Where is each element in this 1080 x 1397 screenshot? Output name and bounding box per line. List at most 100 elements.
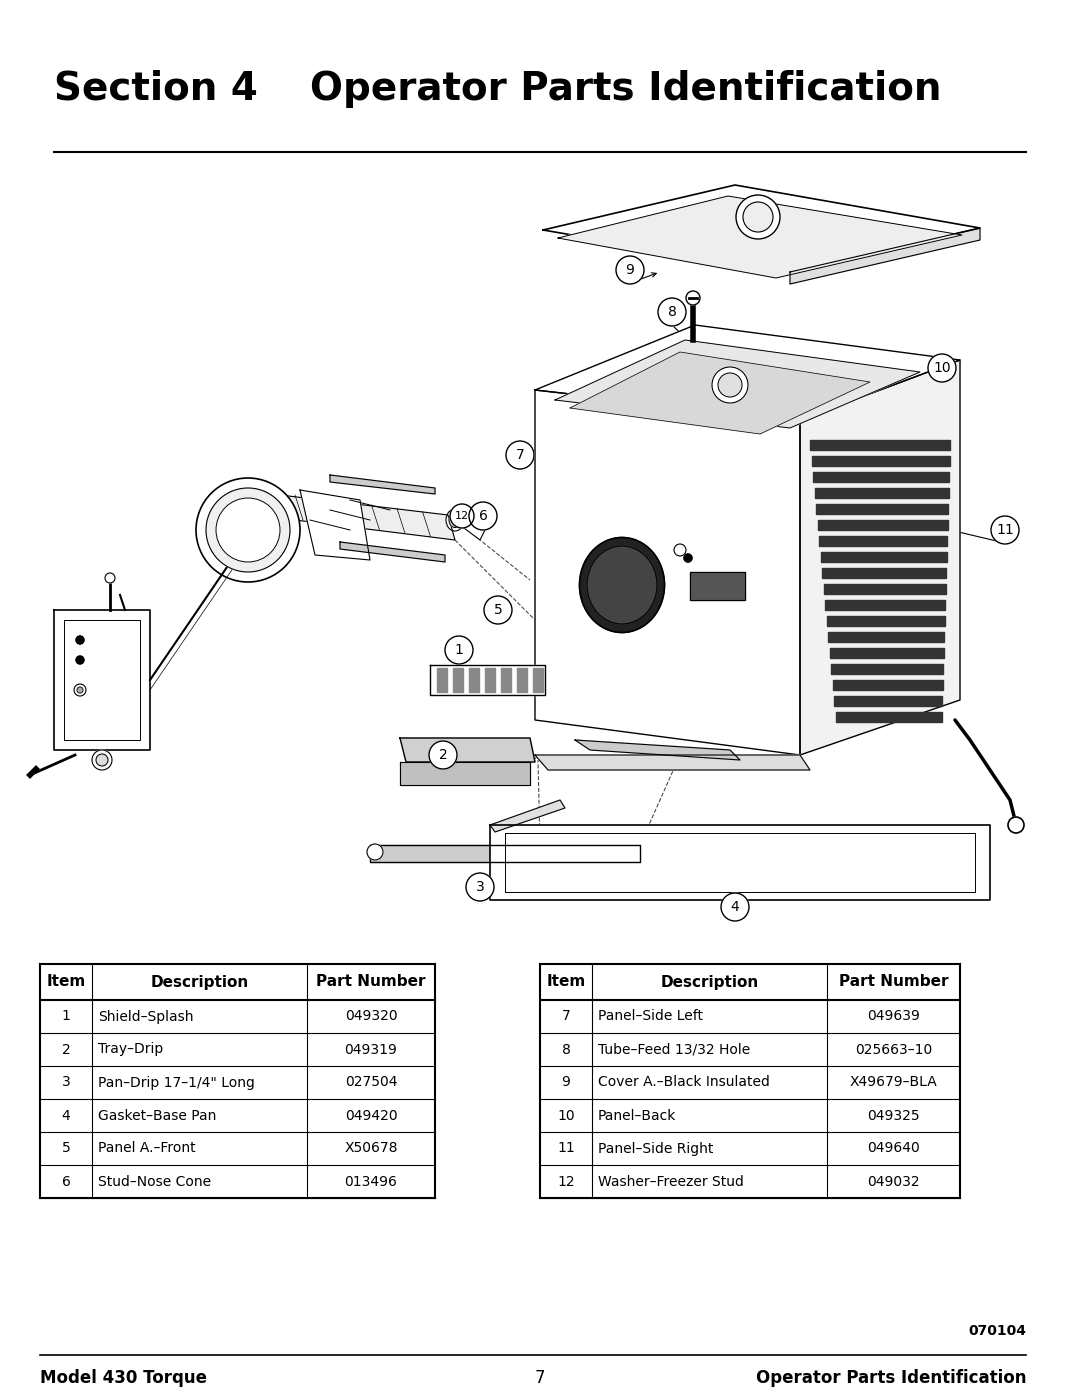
- Polygon shape: [825, 599, 945, 610]
- Text: Panel–Side Right: Panel–Side Right: [598, 1141, 714, 1155]
- Bar: [690, 571, 745, 599]
- Text: 7: 7: [535, 1369, 545, 1387]
- Circle shape: [195, 478, 300, 583]
- Polygon shape: [824, 584, 945, 594]
- Polygon shape: [555, 339, 920, 427]
- Text: Item: Item: [46, 975, 85, 989]
- Polygon shape: [469, 668, 480, 692]
- Polygon shape: [811, 455, 949, 467]
- Polygon shape: [437, 668, 447, 692]
- Text: Washer–Freezer Stud: Washer–Freezer Stud: [598, 1175, 744, 1189]
- Circle shape: [96, 754, 108, 766]
- Text: 013496: 013496: [345, 1175, 397, 1189]
- Text: Tray–Drip: Tray–Drip: [98, 1042, 163, 1056]
- Text: 049319: 049319: [345, 1042, 397, 1056]
- Polygon shape: [535, 326, 960, 420]
- Polygon shape: [517, 668, 527, 692]
- Polygon shape: [370, 845, 640, 862]
- Text: 049420: 049420: [345, 1108, 397, 1123]
- Text: Tube–Feed 13/32 Hole: Tube–Feed 13/32 Hole: [598, 1042, 751, 1056]
- Circle shape: [718, 373, 742, 397]
- Text: Stud–Nose Cone: Stud–Nose Cone: [98, 1175, 211, 1189]
- Text: 9: 9: [625, 263, 634, 277]
- Polygon shape: [813, 472, 949, 482]
- Text: Description: Description: [150, 975, 248, 989]
- Text: Section 4: Section 4: [54, 70, 258, 108]
- Bar: [40, 964, 435, 1199]
- Text: Shield–Splash: Shield–Splash: [98, 1010, 193, 1024]
- Text: 049032: 049032: [867, 1175, 920, 1189]
- Text: Item: Item: [546, 975, 585, 989]
- Circle shape: [686, 291, 700, 305]
- Text: Model 430 Torque: Model 430 Torque: [40, 1369, 207, 1387]
- Polygon shape: [501, 668, 511, 692]
- Polygon shape: [833, 680, 943, 690]
- Polygon shape: [831, 664, 943, 673]
- Text: 3: 3: [62, 1076, 70, 1090]
- Polygon shape: [543, 184, 980, 272]
- Text: Panel–Side Left: Panel–Side Left: [598, 1010, 703, 1024]
- Polygon shape: [826, 616, 945, 626]
- Text: 049639: 049639: [867, 1010, 920, 1024]
- Circle shape: [75, 685, 86, 696]
- Text: 6: 6: [478, 509, 487, 522]
- Circle shape: [735, 196, 780, 239]
- Text: 027504: 027504: [345, 1076, 397, 1090]
- Polygon shape: [534, 668, 543, 692]
- Polygon shape: [836, 712, 942, 722]
- Text: 12: 12: [455, 511, 469, 521]
- Text: 070104: 070104: [968, 1324, 1026, 1338]
- Text: 10: 10: [933, 360, 950, 374]
- Circle shape: [92, 750, 112, 770]
- Text: Description: Description: [660, 975, 758, 989]
- Polygon shape: [300, 490, 370, 560]
- Polygon shape: [490, 826, 990, 900]
- Circle shape: [658, 298, 686, 326]
- Text: 049325: 049325: [867, 1108, 920, 1123]
- Text: 11: 11: [996, 522, 1014, 536]
- Circle shape: [77, 687, 83, 693]
- Polygon shape: [280, 495, 455, 541]
- Text: Cover A.–Black Insulated: Cover A.–Black Insulated: [598, 1076, 770, 1090]
- Text: 049320: 049320: [345, 1010, 397, 1024]
- Circle shape: [507, 441, 534, 469]
- Circle shape: [429, 740, 457, 768]
- Text: 025663–10: 025663–10: [855, 1042, 932, 1056]
- Polygon shape: [828, 631, 944, 643]
- Text: 1: 1: [455, 643, 463, 657]
- Text: Operator Parts Identification: Operator Parts Identification: [310, 70, 942, 108]
- Circle shape: [445, 636, 473, 664]
- Circle shape: [76, 636, 84, 644]
- Circle shape: [712, 367, 748, 402]
- Text: 4: 4: [62, 1108, 70, 1123]
- Ellipse shape: [446, 509, 464, 531]
- Text: Panel–Back: Panel–Back: [598, 1108, 676, 1123]
- Ellipse shape: [449, 513, 461, 528]
- Text: 8: 8: [667, 305, 676, 319]
- Polygon shape: [400, 738, 535, 761]
- Text: 10: 10: [557, 1108, 575, 1123]
- Circle shape: [721, 893, 750, 921]
- Polygon shape: [340, 542, 445, 562]
- Text: 6: 6: [62, 1175, 70, 1189]
- Text: 2: 2: [62, 1042, 70, 1056]
- Polygon shape: [789, 228, 980, 284]
- Circle shape: [76, 657, 84, 664]
- Text: 049640: 049640: [867, 1141, 920, 1155]
- Polygon shape: [535, 390, 800, 754]
- Circle shape: [743, 203, 773, 232]
- Polygon shape: [575, 740, 740, 760]
- Circle shape: [674, 543, 686, 556]
- Text: Part Number: Part Number: [839, 975, 948, 989]
- Text: 5: 5: [494, 604, 502, 617]
- Polygon shape: [460, 504, 490, 541]
- Polygon shape: [485, 668, 495, 692]
- Text: 8: 8: [562, 1042, 570, 1056]
- Bar: [540, 964, 960, 1199]
- Circle shape: [1008, 817, 1024, 833]
- Text: X49679–BLA: X49679–BLA: [850, 1076, 937, 1090]
- Circle shape: [684, 555, 692, 562]
- Ellipse shape: [580, 538, 664, 633]
- Polygon shape: [558, 196, 962, 278]
- Text: 7: 7: [515, 448, 525, 462]
